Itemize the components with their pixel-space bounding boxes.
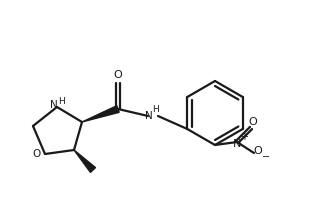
Text: O: O bbox=[33, 149, 41, 159]
Text: H: H bbox=[153, 105, 159, 115]
Text: H: H bbox=[59, 97, 65, 105]
Text: O: O bbox=[249, 117, 257, 127]
Text: N: N bbox=[145, 111, 153, 121]
Text: O: O bbox=[254, 146, 262, 156]
Text: N: N bbox=[233, 139, 241, 149]
Polygon shape bbox=[82, 106, 119, 122]
Text: +: + bbox=[240, 132, 248, 142]
Text: O: O bbox=[114, 70, 122, 80]
Text: −: − bbox=[262, 152, 270, 162]
Polygon shape bbox=[74, 150, 96, 173]
Text: N: N bbox=[50, 100, 58, 110]
